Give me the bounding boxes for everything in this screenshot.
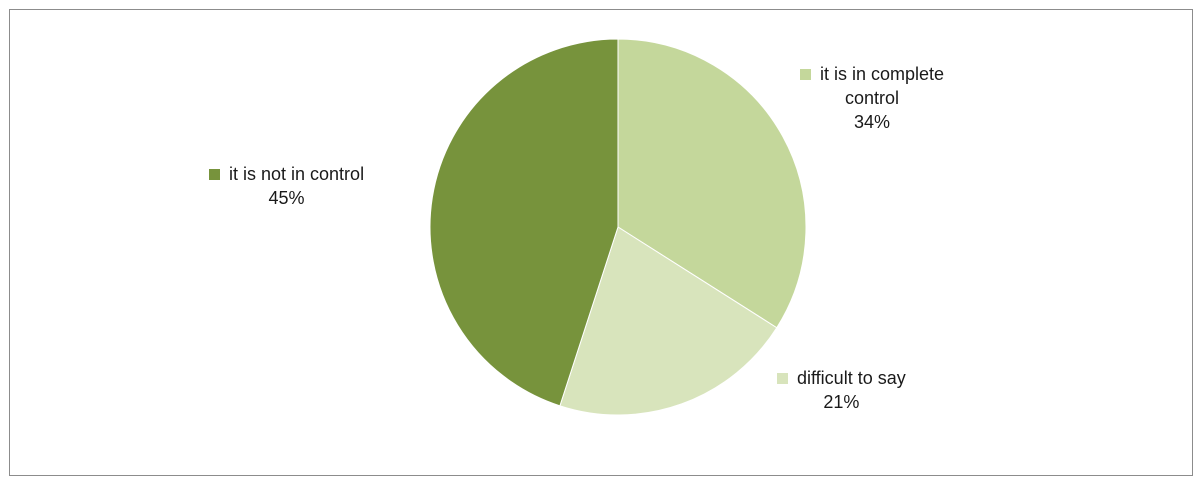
data-label-it-is-in-complete-control: it is in complete control 34% — [800, 62, 944, 134]
data-label-it-is-not-in-control: it is not in control 45% — [209, 162, 364, 210]
pie-slice-difficult-to-say — [559, 226, 778, 416]
slice-swatch — [777, 373, 788, 384]
pie-chart — [429, 38, 807, 416]
label-line-2: control — [845, 88, 900, 108]
slice-swatch — [800, 69, 811, 80]
pie-slice-it-is-in-complete-control — [617, 38, 807, 329]
slice-value: 45% — [268, 188, 305, 208]
label-line-1: it is in complete — [820, 64, 945, 84]
pie-slices — [429, 38, 807, 416]
data-label-difficult-to-say: difficult to say 21% — [777, 366, 906, 414]
slice-swatch — [209, 169, 220, 180]
label-line-1: it is not in control — [229, 164, 365, 184]
slice-value: 34% — [854, 112, 891, 132]
slice-value: 21% — [823, 392, 860, 412]
chart-area: it is in complete control 34% difficult … — [9, 9, 1193, 476]
label-line-1: difficult to say — [797, 368, 906, 388]
pie-slice-it-is-not-in-control — [429, 38, 619, 407]
